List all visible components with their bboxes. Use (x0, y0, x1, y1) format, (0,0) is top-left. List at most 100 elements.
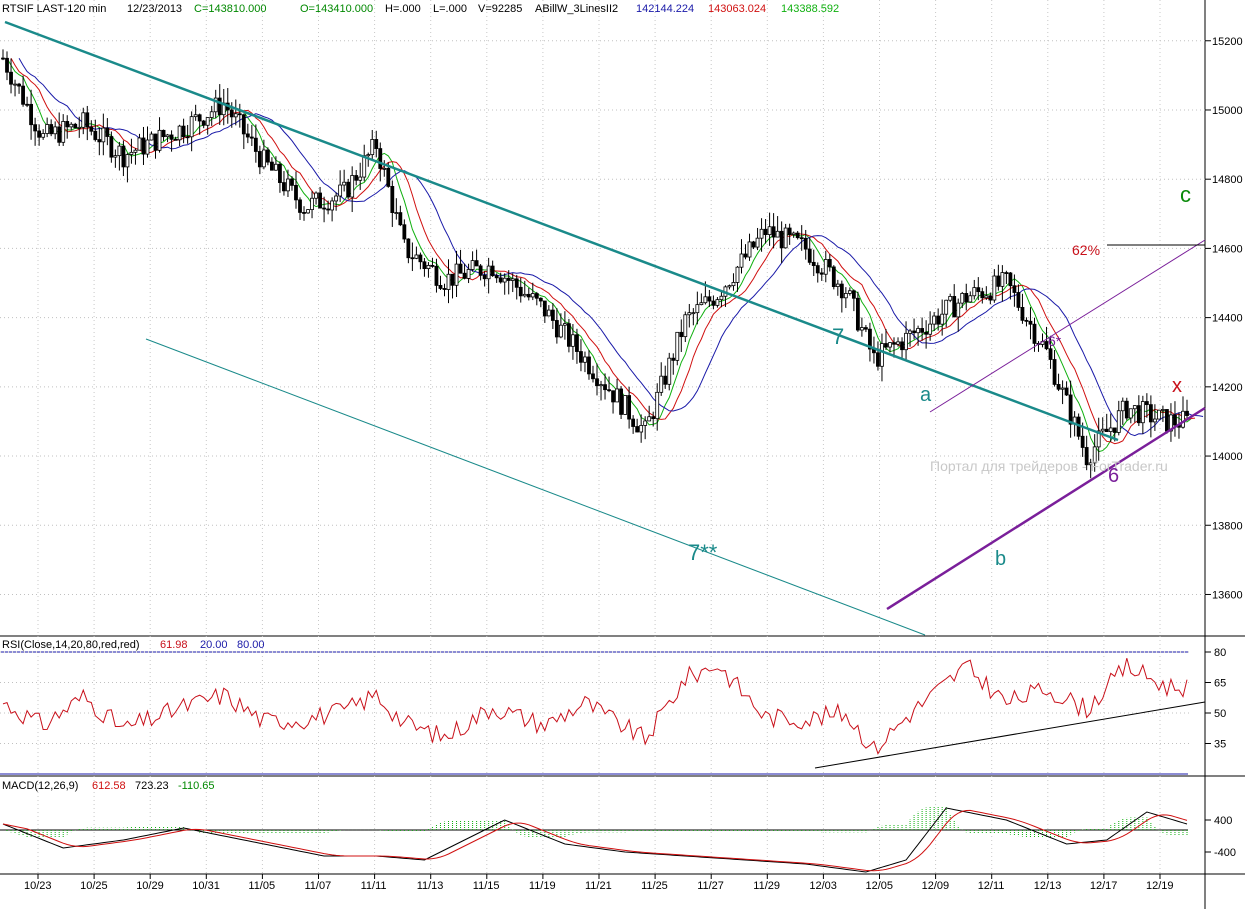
candle-body (843, 293, 848, 299)
candle-body (932, 315, 937, 325)
header-ind-red: 143063.024 (708, 3, 766, 15)
candle-body (1169, 414, 1173, 432)
candle-body (290, 178, 294, 186)
header-volume: V=92285 (478, 3, 522, 15)
rsi-high: 80.00 (237, 639, 265, 651)
candle-body (860, 327, 864, 331)
candle-body (1024, 319, 1029, 322)
candle-body (382, 167, 387, 170)
candle-body (595, 378, 599, 387)
candle-body (1124, 400, 1129, 419)
candle-body (181, 125, 186, 138)
candle-body (623, 395, 628, 415)
candle-body (1165, 409, 1169, 432)
candle-body (1112, 427, 1117, 433)
candle-body (213, 97, 218, 113)
candle-body (201, 120, 206, 126)
candle-body (783, 227, 788, 249)
candle-body (924, 331, 929, 335)
candle-body (767, 226, 772, 236)
candle-body (462, 272, 467, 279)
candle-body (302, 212, 306, 214)
macd-title: MACD(12,26,9) (2, 780, 78, 792)
candle-body (823, 259, 828, 275)
candle-body (727, 285, 732, 288)
candle-body (835, 283, 840, 287)
candle-body (1032, 323, 1037, 344)
candle-body (775, 230, 780, 238)
time-tick-label: 12/19 (1146, 880, 1174, 892)
candle-body (470, 260, 475, 270)
channel-line-6s (929, 239, 1206, 413)
header-ind-green: 143388.592 (781, 3, 839, 15)
candle-body (322, 207, 326, 210)
time-tick-label: 11/07 (305, 880, 332, 892)
candle-body (888, 342, 892, 348)
candle-body (121, 145, 126, 168)
candle-body (253, 137, 258, 152)
candle-body (936, 315, 941, 325)
candle-body (715, 299, 720, 306)
price-tick-label: 13800 (1212, 520, 1243, 532)
candle-body (486, 265, 491, 280)
candle-body (583, 356, 587, 363)
candle-body (494, 275, 499, 279)
price-tick-label: 15000 (1212, 105, 1243, 117)
candle-body (249, 136, 254, 139)
candle-body (257, 151, 262, 168)
candle-body (97, 139, 102, 143)
candle-body (77, 126, 82, 129)
candle-body (948, 296, 953, 301)
candle-body (37, 130, 42, 138)
time-tick-label: 11/05 (248, 880, 275, 892)
candle-body (25, 103, 29, 106)
macd-value: 612.58 (92, 780, 126, 792)
rsi-title: RSI(Close,14,20,80,red,red) (2, 639, 140, 651)
candle-body (671, 357, 676, 361)
price-tick-label: 15200 (1212, 36, 1243, 48)
candle-body (615, 388, 619, 403)
candle-body (960, 293, 965, 304)
price-tick-label: 14600 (1212, 243, 1243, 255)
candle-body (65, 121, 70, 128)
time-tick-label: 12/17 (1090, 880, 1118, 892)
candle-body (261, 149, 266, 168)
candle-body (550, 309, 555, 321)
candle-body (286, 178, 290, 192)
macd-tick-label: 400 (1214, 815, 1232, 827)
candle-body (892, 342, 896, 345)
candle-body (1008, 272, 1013, 287)
candle-body (165, 134, 170, 138)
candle-body (916, 328, 920, 334)
candle-body (855, 297, 860, 331)
candle-body (567, 323, 571, 347)
candle-body (884, 343, 888, 348)
candle-body (354, 175, 359, 181)
candle-body (571, 334, 575, 347)
candle-body (575, 334, 579, 352)
candle-body (17, 83, 21, 87)
time-tick-label: 10/29 (136, 880, 164, 892)
price-header: RTSIF LAST-120 min 12/23/2013 C=143810.0… (2, 3, 839, 15)
candle-body (334, 195, 339, 202)
candle-body (651, 416, 656, 420)
candle-body (21, 85, 25, 105)
header-open: O=143410.000 (300, 3, 373, 15)
rsi-tick-label: 80 (1214, 647, 1226, 659)
candle-body (446, 273, 451, 290)
candle-body (125, 154, 130, 168)
candle-body (197, 114, 202, 122)
candle-body (751, 241, 756, 248)
candle-body (89, 126, 94, 132)
header-close: C=143810.000 (194, 3, 266, 15)
candle-body (85, 112, 90, 128)
candle-body (450, 273, 455, 286)
candle-body (1004, 272, 1009, 274)
candle-body (358, 176, 363, 181)
candle-body (338, 184, 343, 197)
candle-body (1000, 272, 1005, 287)
candle-body (731, 282, 736, 287)
time-axis: 10/23 10/25 10/29 10/31 11/05 11/07 11/11 11/13… (24, 874, 1174, 892)
candle-body (1181, 410, 1185, 428)
rsi-trendline (814, 701, 1206, 769)
